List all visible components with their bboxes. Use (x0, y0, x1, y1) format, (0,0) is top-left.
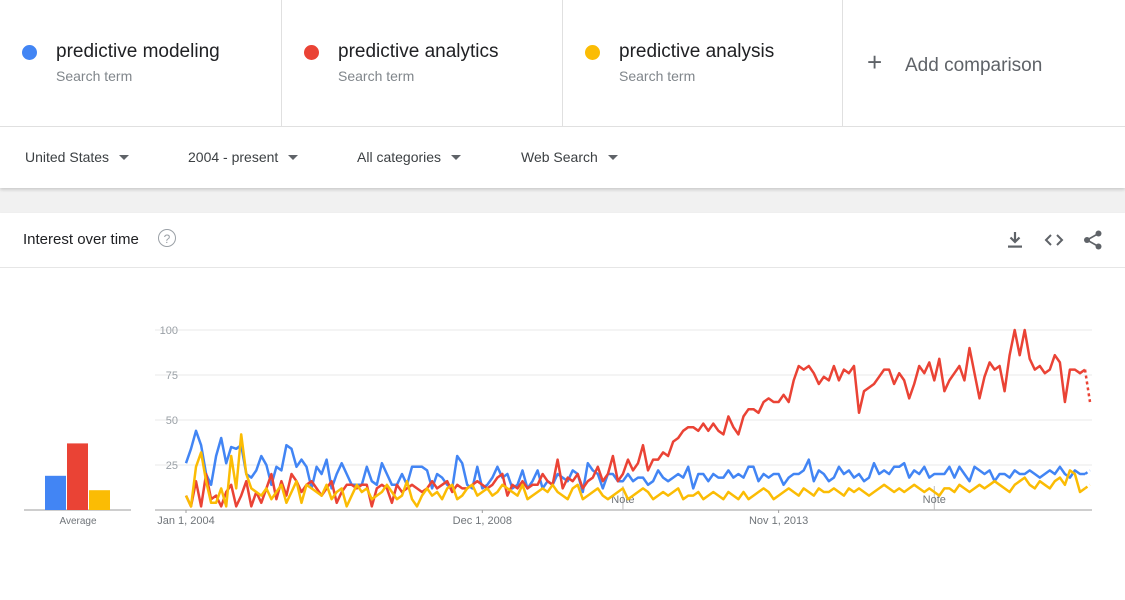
average-bar (89, 490, 110, 510)
y-tick-label: 25 (166, 460, 178, 472)
category-label: All categories (357, 149, 442, 165)
share-icon[interactable] (1082, 229, 1104, 251)
chevron-down-icon (607, 154, 618, 160)
add-comparison-label: Add comparison (905, 55, 1043, 76)
x-axis: Jan 1, 2004 Dec 1, 2008 Nov 1, 2013 Note Not… (157, 486, 946, 527)
term-sub-1: Search term (56, 68, 133, 84)
filters-bar: United States 2004 - present All categor… (0, 126, 1125, 188)
series-color-dot-3 (585, 45, 600, 60)
time-range-label: 2004 - present (188, 149, 279, 165)
average-bar (45, 475, 66, 510)
note-label: Note (611, 494, 634, 506)
y-tick-label: 75 (166, 370, 178, 382)
interest-over-time-card: Interest over time ? 25 50 75 100 Average J… (0, 213, 1125, 600)
region-label: United States (25, 149, 110, 165)
time-range-dropdown[interactable]: 2004 - present (188, 149, 299, 165)
help-icon[interactable]: ? (158, 229, 176, 247)
y-tick-label: 50 (166, 415, 178, 427)
chevron-down-icon (451, 154, 462, 160)
average-label: Average (59, 516, 97, 527)
series-color-dot-1 (22, 45, 37, 60)
interest-chart: 25 50 75 100 Average Jan 1, 2004 Dec 1, 2008… (24, 325, 1092, 527)
term-card-1[interactable]: predictive modeling Search term (0, 0, 281, 126)
x-tick-label: Nov 1, 2013 (749, 515, 808, 527)
comparison-header: predictive modeling Search term predicti… (0, 0, 1125, 188)
card-title: Interest over time (23, 231, 139, 248)
chevron-down-icon (288, 154, 299, 160)
average-bar (67, 443, 88, 510)
series-partial-2 (1083, 369, 1092, 403)
term-name-3: predictive analysis (619, 41, 775, 62)
download-icon[interactable] (1004, 229, 1026, 251)
embed-icon[interactable] (1043, 229, 1065, 251)
average-chart: Average (24, 443, 131, 527)
term-name-2: predictive analytics (338, 41, 499, 62)
x-tick-label: Dec 1, 2008 (453, 515, 512, 527)
term-card-3[interactable]: predictive analysis Search term (562, 0, 842, 126)
term-sub-3: Search term (619, 68, 696, 84)
plus-icon: + (867, 47, 883, 77)
region-dropdown[interactable]: United States (25, 149, 130, 165)
series-line-1 (184, 429, 1085, 494)
series-partial-1 (1084, 469, 1091, 476)
search-type-dropdown[interactable]: Web Search (521, 149, 618, 165)
term-card-2[interactable]: predictive analytics Search term (281, 0, 562, 126)
search-terms-row: predictive modeling Search term predicti… (0, 0, 1125, 127)
search-type-label: Web Search (521, 149, 598, 165)
note-label: Note (923, 494, 946, 506)
series-line-2 (184, 328, 1086, 508)
category-dropdown[interactable]: All categories (357, 149, 462, 165)
series-color-dot-2 (304, 45, 319, 60)
series-line-3 (184, 433, 1086, 508)
chevron-down-icon (119, 154, 130, 160)
term-sub-2: Search term (338, 68, 415, 84)
series-partial-3 (1084, 483, 1091, 490)
x-tick-label: Jan 1, 2004 (157, 515, 215, 527)
add-comparison-button[interactable]: + Add comparison (842, 0, 1125, 126)
term-name-1: predictive modeling (56, 41, 220, 62)
y-tick-label: 100 (160, 325, 178, 337)
card-header: Interest over time ? (0, 213, 1125, 268)
series-lines (184, 328, 1092, 508)
